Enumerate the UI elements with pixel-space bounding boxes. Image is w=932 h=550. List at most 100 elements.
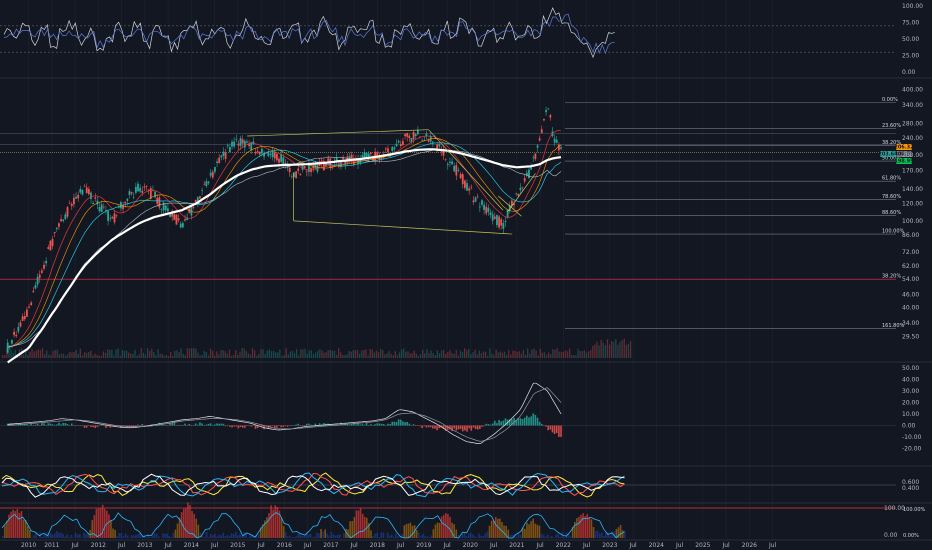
volume-bar — [436, 350, 438, 358]
bottom-indicator-bar — [149, 537, 152, 538]
price-axis[interactable]: 100.00 75.00 50.00 25.00 0.00 400.00 340.00 280… — [884, 3, 923, 539]
candle-body — [414, 134, 417, 136]
macd-histogram-bar — [177, 424, 180, 426]
bottom-indicator-bar — [241, 536, 243, 538]
bottom-indicator-bar — [262, 524, 264, 538]
candle-body — [98, 206, 101, 212]
volume-bar — [132, 353, 134, 358]
volume-bar — [203, 351, 205, 358]
ma-long-white-line — [7, 148, 562, 364]
bottom-indicator-bar — [58, 532, 60, 538]
candle-body — [273, 151, 276, 159]
macd-histogram-bar — [504, 418, 507, 426]
price-badge-text: 200.55 — [894, 152, 914, 158]
macd-panel[interactable] — [0, 382, 896, 444]
candle-body — [485, 206, 488, 214]
macd-histogram-bar — [406, 421, 408, 426]
time-tick-label: 2021 — [509, 542, 524, 549]
bottom-indicator-bar — [619, 524, 622, 538]
bottom-indicator-bar — [501, 522, 503, 538]
price-tick-label: 280.00 — [902, 120, 923, 127]
candle-body — [555, 139, 558, 143]
candle-body — [363, 152, 366, 159]
bottom-indicator-bar — [56, 530, 58, 538]
macd-histogram-bar — [389, 424, 391, 426]
bottom-indicator-bar — [284, 531, 287, 538]
bottom-indicator-bar — [380, 532, 383, 538]
volume-bar — [489, 348, 491, 358]
volume-bar — [363, 349, 365, 358]
bottom-indicator-bar — [588, 516, 591, 538]
price-tick-label: 34.00 — [902, 320, 919, 327]
bottom-indicator-bar — [580, 514, 582, 538]
bottom-indicator-bar — [278, 510, 281, 538]
candle-body — [60, 218, 62, 222]
macd-histogram-bar — [75, 425, 77, 426]
bottom-indicator-bar — [461, 533, 464, 538]
bottom-indicator-bar — [598, 533, 601, 538]
bottom-indicator-bar — [576, 518, 578, 538]
rsi-panel[interactable] — [0, 7, 896, 59]
candle-body — [194, 199, 197, 203]
price-badge-text: 206.32 — [894, 145, 914, 151]
bottom-indicator-bar — [70, 534, 73, 538]
volume-bar — [497, 352, 499, 358]
bottom-indicator-bar — [536, 524, 539, 538]
bottom-indicator-bar — [158, 536, 160, 538]
candle-body — [532, 157, 535, 158]
macd-histogram-bar — [248, 425, 250, 426]
volume-bar — [398, 352, 401, 358]
price-tick-label: 86.00 — [902, 232, 919, 239]
volume-bar — [407, 351, 409, 358]
time-tick-label: 2024 — [649, 542, 664, 549]
bottom-side-label-100: 100.00% — [903, 507, 925, 513]
candle-body — [256, 151, 259, 152]
volume-bar — [409, 353, 411, 358]
candle-body — [85, 187, 88, 194]
bottom-indicator-bar — [370, 530, 372, 538]
stoch-white-line — [1, 473, 625, 498]
price-panel[interactable]: 0.00% 23.60% 38.20% 50.00% 61.80% 78.60% 88.60… — [0, 97, 914, 364]
bottom-indicator-bar — [409, 522, 412, 538]
time-tick-label: 2011 — [44, 542, 59, 549]
bottom-indicator-bar — [432, 529, 435, 538]
bottom-indicator-panel[interactable]: 100.00% 0.00% — [0, 502, 925, 539]
bottom-indicator-bar — [114, 529, 116, 538]
volume-bar — [388, 351, 390, 358]
bottom-indicator-bar — [270, 505, 272, 538]
volume-bar — [564, 350, 567, 358]
candle-body — [207, 181, 210, 184]
macd-histogram-bar — [32, 425, 35, 426]
time-tick-label: Jul — [210, 542, 219, 549]
bottom-indicator-bar — [282, 526, 285, 538]
macd-histogram-bar — [489, 424, 492, 426]
stoch-panel[interactable] — [0, 472, 896, 498]
bottom-indicator-bar — [2, 535, 4, 538]
macd-histogram-bar — [419, 425, 421, 427]
volume-bar — [354, 350, 357, 358]
bottom-indicator-bar — [347, 529, 349, 538]
time-axis[interactable]: 2010 2011 Jul 2012 Jul 2013 Jul 2014 Jul 2015 Jul 2… — [0, 539, 932, 549]
bottom-indicator-bar — [272, 509, 274, 538]
macd-histogram-bar — [423, 425, 426, 427]
volume-bar — [480, 353, 483, 358]
macd-histogram-bar — [173, 422, 176, 426]
bottom-indicator-bar — [465, 535, 468, 538]
volume-bar — [306, 353, 308, 358]
bottom-indicator-bar — [259, 527, 262, 538]
macd-histogram-bar — [342, 424, 344, 426]
bottom-indicator-bar — [463, 532, 466, 538]
volume-bar — [75, 350, 77, 358]
macd-histogram-bar — [73, 425, 75, 426]
bottom-indicator-bar — [201, 536, 204, 538]
bottom-indicator-bar — [81, 537, 83, 538]
candle-body — [451, 161, 453, 165]
bottom-indicator-bar — [338, 534, 341, 538]
macd-histogram-bar — [130, 425, 133, 426]
candle-body — [376, 152, 379, 156]
time-tick-label: Jul — [442, 542, 451, 549]
macd-histogram-bar — [261, 425, 263, 427]
macd-tick-label: 10.00 — [902, 411, 919, 418]
bottom-indicator-bar — [522, 527, 524, 538]
